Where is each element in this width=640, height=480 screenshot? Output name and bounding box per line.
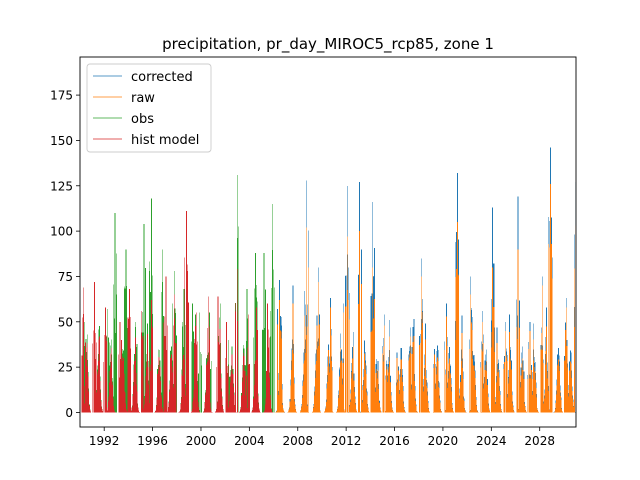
legend: corrected raw obs hist model	[86, 63, 212, 153]
y-tick-label: 50	[58, 315, 73, 329]
y-tick-label: 100	[50, 225, 73, 239]
x-tick-label: 1996	[137, 434, 168, 448]
x-tick-label: 2016	[379, 434, 410, 448]
y-tick-label: 25	[58, 361, 73, 375]
x-tick-label: 2000	[186, 434, 217, 448]
x-tick-label: 2024	[476, 434, 507, 448]
legend-label-hist-model: hist model	[131, 133, 199, 148]
legend-label-corrected: corrected	[131, 70, 193, 85]
x-tick-label: 2028	[524, 434, 555, 448]
y-tick-label: 75	[58, 270, 73, 284]
y-tick-label: 150	[50, 134, 73, 148]
x-tick-label: 2004	[234, 434, 265, 448]
chart-title: precipitation, pr_day_MIROC5_rcp85, zone…	[162, 35, 494, 54]
y-axis: 0 25 50 75 100 125 150 175	[50, 89, 80, 420]
plot-series	[80, 147, 576, 413]
series-line-hist-model	[80, 211, 274, 413]
x-tick-label: 2008	[282, 434, 313, 448]
y-tick-label: 175	[50, 89, 73, 103]
legend-label-obs: obs	[131, 112, 154, 127]
x-tick-label: 1992	[89, 434, 120, 448]
legend-box	[86, 63, 212, 153]
x-axis: 1992 1996 2000 2004 2008 2012 2016 2020 2024 2028	[89, 427, 555, 448]
y-tick-label: 125	[50, 179, 73, 193]
x-tick-label: 2020	[428, 434, 459, 448]
legend-label-raw: raw	[131, 91, 155, 106]
y-tick-label: 0	[65, 406, 73, 420]
plot-frame	[79, 56, 577, 428]
x-tick-label: 2012	[331, 434, 362, 448]
